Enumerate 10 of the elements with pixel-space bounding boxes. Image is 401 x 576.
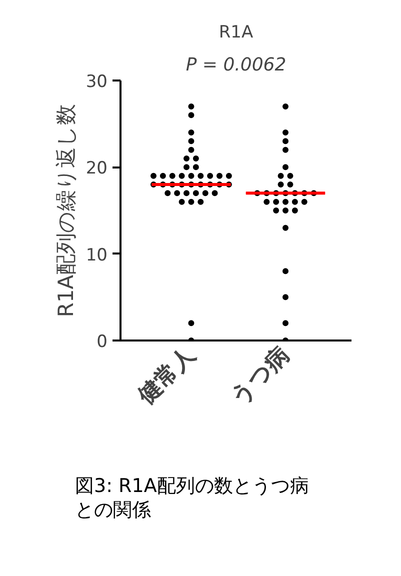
text: P = 0.0062 [186,54,286,76]
y-tick-label: 20 [86,158,108,179]
caption: 図3: R1A配列の数とうつ病との関係 [75,475,310,522]
y-tick-label: 10 [86,245,108,266]
y-tick-label: 30 [86,72,108,92]
x-tick-label: 健常人 [132,342,202,410]
chart-title: R1A [218,22,254,42]
y-tick-label: 0 [96,332,108,352]
x-tick-label: うつ病 [226,342,295,411]
y-axis-title: R1A配列の繰り返し数 [54,104,78,318]
